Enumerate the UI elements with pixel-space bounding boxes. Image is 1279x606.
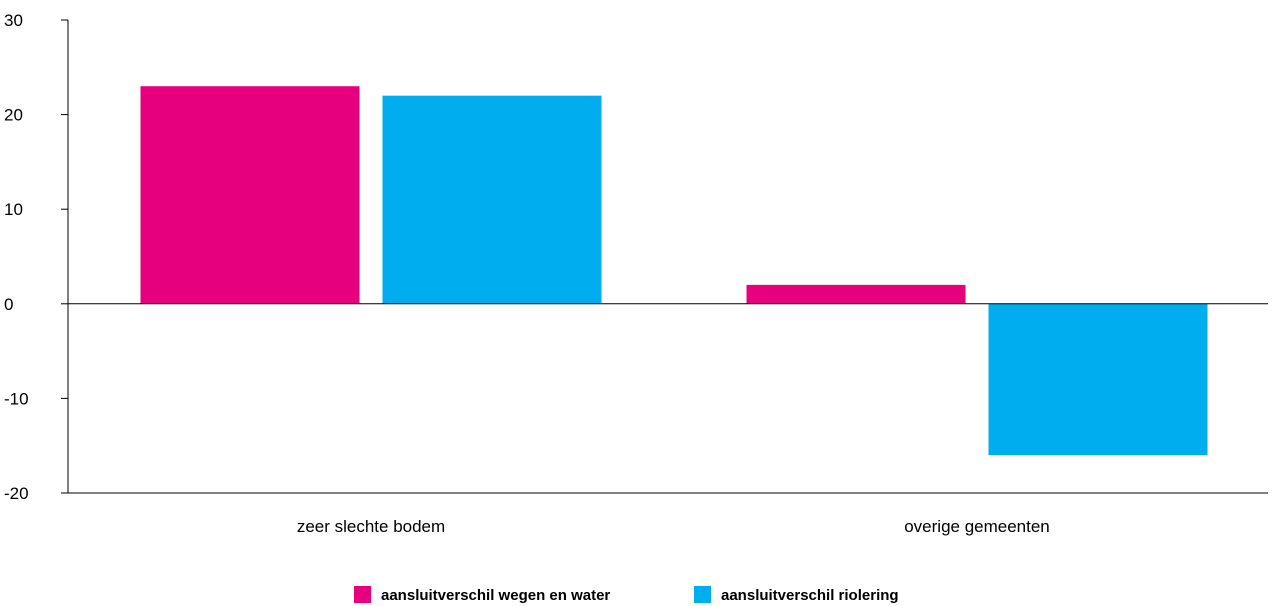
bar xyxy=(746,284,966,304)
category-labels: zeer slechte bodem overige gemeenten xyxy=(297,517,1050,536)
y-tick-label: 0 xyxy=(4,295,13,314)
legend-item: aansluitverschil riolering xyxy=(694,586,899,604)
category-label: zeer slechte bodem xyxy=(297,517,445,536)
x-axis xyxy=(68,303,1268,494)
legend-swatch xyxy=(354,586,371,603)
bar xyxy=(140,86,360,304)
legend-label: aansluitverschil riolering xyxy=(721,587,899,604)
y-axis: 30 20 10 0 -10 -20 xyxy=(4,11,69,503)
legend-item: aansluitverschil wegen en water xyxy=(354,586,610,604)
y-tick-label: -10 xyxy=(4,389,29,408)
legend: aansluitverschil wegen en water aansluitv… xyxy=(354,586,899,604)
bar xyxy=(988,303,1208,456)
y-tick-label: 10 xyxy=(4,200,23,219)
y-tick-label: -20 xyxy=(4,484,29,503)
y-tick-label: 20 xyxy=(4,106,23,125)
category-label: overige gemeenten xyxy=(904,517,1050,536)
bar xyxy=(382,95,602,304)
legend-label: aansluitverschil wegen en water xyxy=(381,587,610,604)
legend-swatch xyxy=(694,586,711,603)
y-tick-label: 30 xyxy=(4,11,23,30)
bars xyxy=(140,86,1208,456)
